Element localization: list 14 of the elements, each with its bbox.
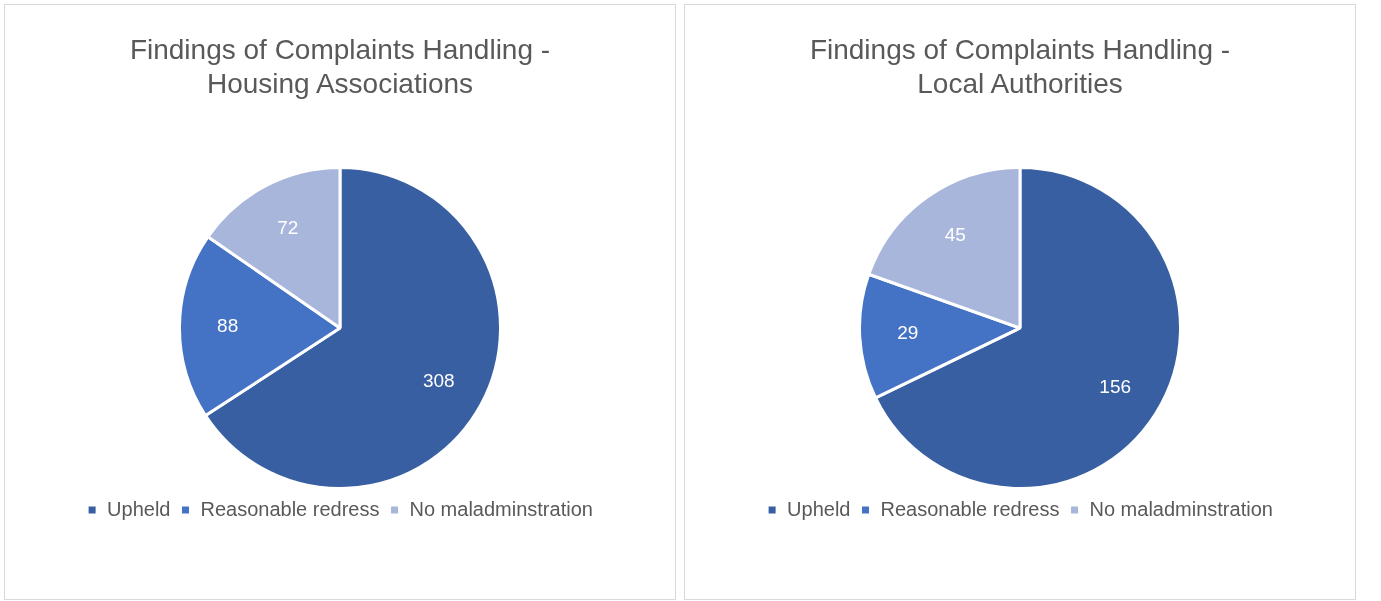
legend-label: Reasonable redress: [200, 497, 380, 520]
data-label: 45: [944, 224, 966, 246]
legend-label: Upheld: [787, 497, 851, 520]
data-label: 308: [422, 369, 455, 391]
data-label: 29: [897, 322, 919, 344]
legend-label: Upheld: [107, 497, 171, 520]
data-label: 88: [217, 314, 239, 336]
data-label: 72: [277, 216, 299, 238]
legend-label: No maladminstration: [1089, 497, 1273, 520]
legend-label: Reasonable redress: [880, 497, 1060, 520]
chart-title: Findings of Complaints Handling - Local Authorities: [808, 33, 1232, 101]
legend-label: No maladminstration: [409, 497, 593, 520]
data-label: 156: [1099, 375, 1132, 397]
chart-title: Findings of Complaints Handling - Housing Associations: [128, 33, 552, 101]
